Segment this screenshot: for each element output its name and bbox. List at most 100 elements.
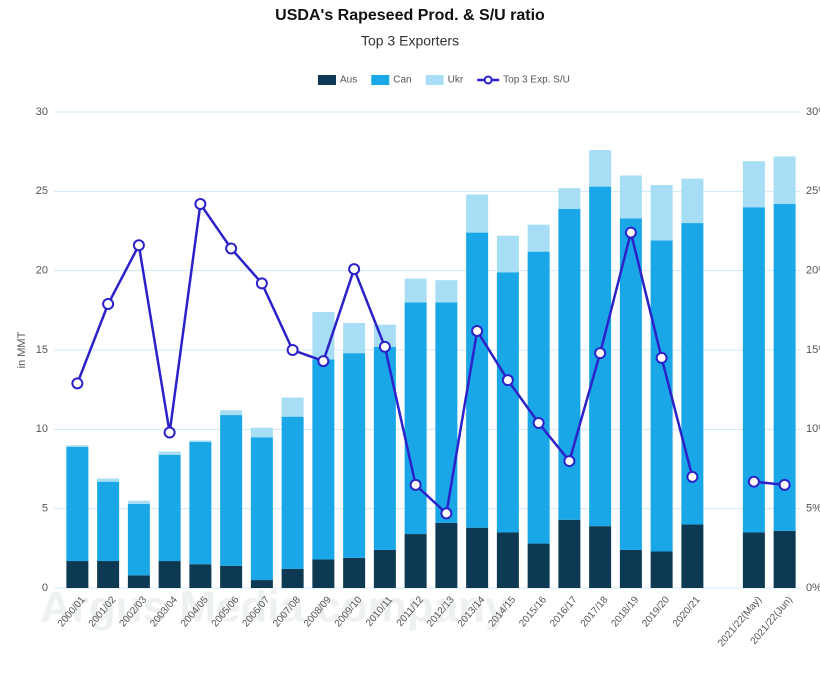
bar-segment bbox=[66, 445, 89, 447]
bar-segment bbox=[404, 302, 427, 535]
bar-segment bbox=[343, 353, 366, 558]
bar-segment bbox=[650, 551, 673, 588]
line-marker bbox=[348, 263, 361, 276]
line-marker bbox=[102, 297, 115, 310]
x-tick-label: 2017/18 bbox=[579, 594, 611, 629]
bar-segment bbox=[343, 323, 366, 354]
bar-segment bbox=[250, 580, 273, 588]
y2-tick-label: 30% bbox=[806, 106, 820, 118]
bar-segment bbox=[343, 557, 366, 588]
bar-segment bbox=[281, 416, 304, 569]
line-marker bbox=[655, 351, 668, 364]
bar-segment bbox=[527, 251, 550, 544]
bar-segment bbox=[466, 194, 489, 233]
legend-label: Ukr bbox=[448, 75, 464, 86]
line-marker bbox=[532, 416, 545, 429]
bar-segment bbox=[435, 302, 458, 523]
bar-segment bbox=[558, 188, 581, 209]
x-tick-label: 2019/20 bbox=[640, 594, 672, 629]
line-marker bbox=[163, 426, 176, 439]
line-marker bbox=[501, 374, 514, 387]
bar-segment bbox=[312, 359, 335, 560]
bar-segment bbox=[189, 564, 212, 588]
x-tick-label: 2020/21 bbox=[671, 594, 703, 629]
bar-segment bbox=[127, 575, 150, 588]
line-marker bbox=[409, 478, 422, 491]
y-tick-label: 25 bbox=[36, 185, 48, 197]
line-marker bbox=[225, 242, 238, 255]
bar-segment bbox=[466, 527, 489, 588]
line-marker bbox=[132, 239, 145, 252]
bar-segment bbox=[97, 481, 120, 562]
bar-segment bbox=[97, 561, 120, 588]
bar-segment bbox=[250, 427, 273, 438]
bar-segment bbox=[312, 559, 335, 588]
bar-segment bbox=[742, 207, 765, 533]
y2-tick-label: 25% bbox=[806, 185, 820, 197]
y-tick-label: 5 bbox=[42, 503, 48, 515]
bar-segment bbox=[189, 442, 212, 565]
legend-swatch bbox=[371, 75, 390, 85]
bar-segment bbox=[158, 451, 181, 455]
y2-tick-label: 5% bbox=[806, 503, 820, 515]
line-marker bbox=[71, 377, 84, 390]
bar-segment bbox=[97, 478, 120, 482]
y2-tick-label: 0% bbox=[806, 582, 820, 594]
bar-segment bbox=[158, 561, 181, 588]
bar-segment bbox=[650, 240, 673, 552]
line-marker bbox=[317, 355, 330, 368]
bar-segment bbox=[404, 534, 427, 588]
line-marker bbox=[194, 198, 207, 211]
bar-segment bbox=[650, 184, 673, 241]
x-tick-label: 2016/17 bbox=[548, 594, 580, 629]
line-marker bbox=[378, 340, 391, 353]
watermark: Argus Media company bbox=[40, 583, 510, 632]
bar-segment bbox=[527, 224, 550, 252]
bar-segment bbox=[404, 278, 427, 303]
bar-segment bbox=[681, 223, 704, 525]
bar-segment bbox=[281, 568, 304, 588]
bar-segment bbox=[220, 415, 243, 566]
line-marker bbox=[440, 507, 453, 520]
legend-swatch bbox=[318, 75, 336, 85]
y2-tick-label: 20% bbox=[806, 265, 820, 277]
legend-label: Can bbox=[393, 75, 411, 86]
bar-segment bbox=[773, 156, 796, 205]
bar-segment bbox=[558, 519, 581, 588]
y2-tick-label: 10% bbox=[806, 423, 820, 435]
bar-segment bbox=[619, 549, 642, 588]
bar-segment bbox=[220, 410, 243, 416]
bar-segment bbox=[281, 397, 304, 417]
y-axis-label: in MMT bbox=[16, 331, 28, 368]
line-marker bbox=[255, 277, 268, 290]
bar-segment bbox=[373, 346, 396, 550]
line-marker bbox=[686, 470, 699, 483]
y-tick-label: 0 bbox=[42, 582, 48, 594]
bar-segment bbox=[773, 530, 796, 588]
bar-segment bbox=[619, 218, 642, 550]
y-tick-label: 10 bbox=[36, 423, 48, 435]
bar-segment bbox=[589, 150, 612, 187]
line-marker bbox=[747, 475, 760, 488]
bar-segment bbox=[435, 522, 458, 588]
bar-segment bbox=[742, 532, 765, 588]
legend-swatch bbox=[425, 75, 444, 85]
bar-segment bbox=[496, 532, 519, 588]
bar-segment bbox=[496, 235, 519, 273]
bar-segment bbox=[527, 543, 550, 588]
bar-segment bbox=[189, 440, 212, 443]
legend-marker bbox=[483, 75, 493, 85]
bar-segment bbox=[681, 178, 704, 224]
bar-segment bbox=[619, 175, 642, 219]
y-tick-label: 30 bbox=[36, 106, 48, 118]
line-marker bbox=[594, 347, 607, 360]
bar-segment bbox=[66, 446, 89, 562]
bar-segment bbox=[127, 503, 150, 576]
legend-label: Aus bbox=[340, 75, 357, 86]
bar-segment bbox=[220, 565, 243, 588]
line-marker bbox=[471, 324, 484, 337]
bar-segment bbox=[250, 437, 273, 581]
bar-segment bbox=[127, 500, 150, 504]
bar-segment bbox=[589, 526, 612, 588]
